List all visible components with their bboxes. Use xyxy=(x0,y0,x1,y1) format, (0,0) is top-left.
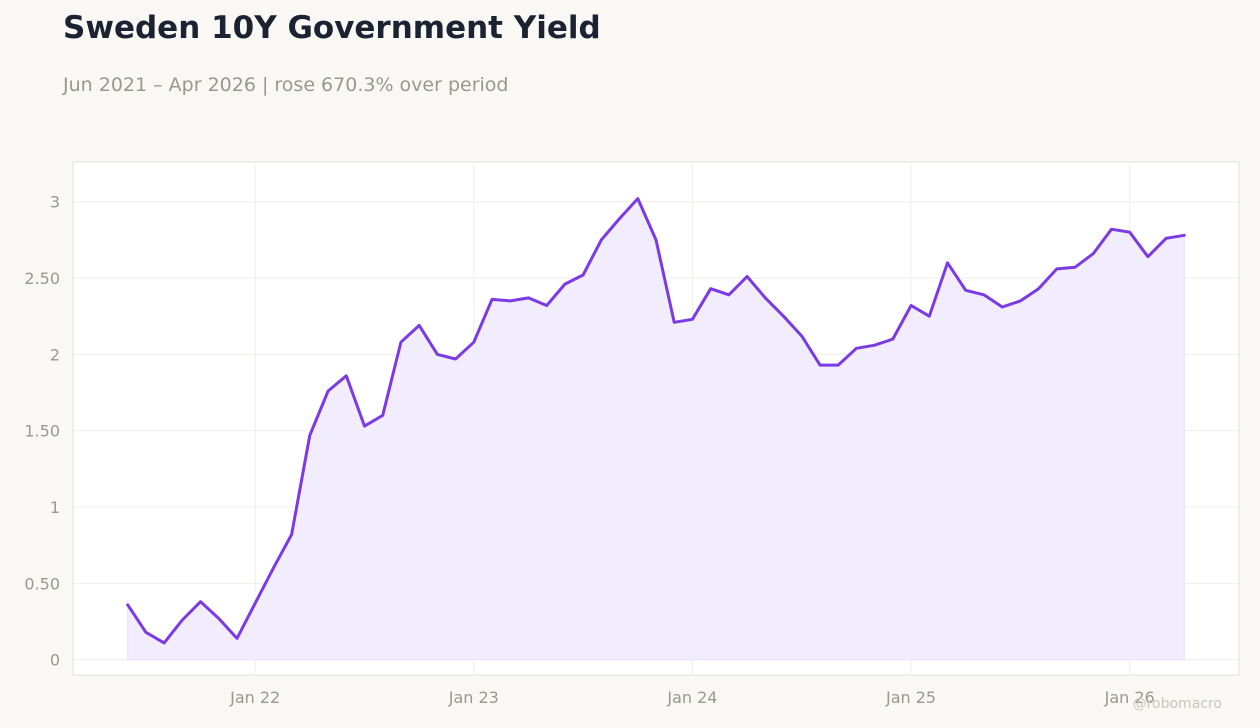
y-tick-label: 1 xyxy=(50,498,60,517)
y-axis-ticks: 0 0.50 1 1.50 2 2.50 3 xyxy=(24,193,60,670)
x-tick-label: Jan 22 xyxy=(229,688,280,707)
y-tick-label: 3 xyxy=(50,193,60,212)
y-tick-label: 0 xyxy=(50,651,60,670)
watermark: @robomacro xyxy=(1132,696,1222,712)
y-tick-label: 2.50 xyxy=(24,269,60,288)
x-tick-label: Jan 23 xyxy=(448,688,499,707)
y-tick-label: 0.50 xyxy=(24,574,60,593)
y-tick-label: 2 xyxy=(50,345,60,364)
chart-subtitle: Jun 2021 – Apr 2026 | rose 670.3% over p… xyxy=(63,74,509,96)
y-tick-label: 1.50 xyxy=(24,422,60,441)
x-axis-ticks: Jan 22 Jan 23 Jan 24 Jan 25 Jan 26 xyxy=(229,688,1155,707)
x-tick-label: Jan 24 xyxy=(666,688,717,707)
x-tick-label: Jan 25 xyxy=(885,688,936,707)
series-line xyxy=(126,197,1186,645)
x-tick-label: Jan 26 xyxy=(1104,688,1155,707)
chart-title: Sweden 10Y Government Yield xyxy=(63,10,601,46)
